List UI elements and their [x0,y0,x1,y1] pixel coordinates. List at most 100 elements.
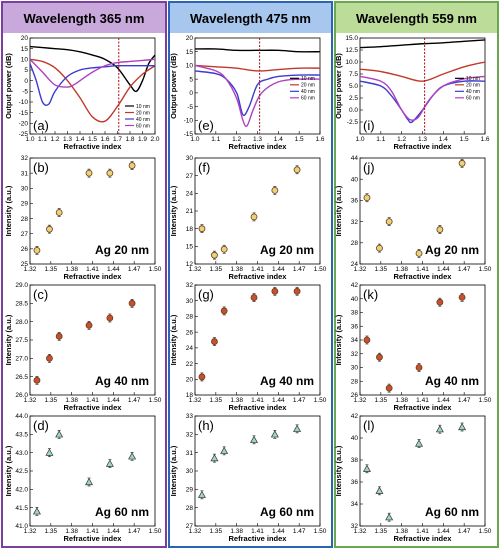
y-axis-label: Intensity (a.u.) [169,445,178,496]
x-tick-label: 1.47 [128,528,141,535]
y-tick-label: 40 [351,296,359,303]
data-point [211,338,218,345]
y-tick-label: 28 [186,314,194,321]
column-frame [1,1,167,548]
y-tick-label: 42 [351,413,359,420]
panel-letter: (e) [198,118,214,133]
y-tick-label: 20 [186,376,194,383]
x-tick-label: 1.35 [210,397,223,404]
plot-frame [194,157,321,265]
x-tick-label: 1.35 [210,266,223,273]
plot-frame [194,37,321,135]
data-point [363,336,371,344]
y-tick-label: 27 [186,523,194,530]
x-tick-label: 1.38 [65,266,78,273]
x-tick-label: 1.44 [107,528,120,535]
sample-annotation: Ag 20 nm [425,243,479,257]
data-point [362,464,371,472]
data-point [436,298,444,306]
data-point [385,384,393,392]
x-tick-label: 1.38 [65,528,78,535]
y-tick-label: 24 [186,345,194,352]
data-point [385,218,393,226]
y-tick-label: 36 [351,198,359,205]
data-point [250,213,258,221]
x-tick-label: 1.38 [230,266,243,273]
y-tick-label: 36 [351,323,359,330]
y-tick-label: 29 [186,487,194,494]
y-tick-label: 25 [21,261,29,268]
x-tick-label: 1.41 [416,528,429,535]
series-line [30,58,155,88]
y-tick-label: 32 [21,155,29,162]
x-tick-label: 1.3 [63,136,72,143]
y-tick-label: 26 [351,392,359,399]
y-tick-label: 41.0 [15,523,28,530]
x-tick-label: 1.6 [100,136,109,143]
panel: 1.32 1.35 1.38 1.41 1.44 1.47 1.50 26 28 30 32 34 36… [334,282,492,412]
x-tick-label: 1.41 [251,266,264,273]
x-tick-label: 1.44 [437,397,450,404]
data-point [458,159,466,167]
series-line [195,48,320,53]
y-tick-label: -15 [184,131,194,138]
y-tick-label: 28.0 [15,319,28,326]
x-tick-label: 1.50 [314,266,327,273]
data-point [128,162,136,169]
data-point [211,251,218,259]
y-tick-label: 30 [351,365,359,372]
y-axis-label: Intensity (a.u.) [169,185,178,236]
data-point [32,507,41,515]
y-tick-label: 22 [186,361,194,368]
data-point [415,364,423,371]
x-tick-label: 1.9 [138,136,147,143]
data-point [376,353,383,361]
x-tick-label: 1.0 [190,136,199,143]
y-tick-label: 15 [21,46,29,53]
data-point [198,373,206,381]
y-axis-label: Intensity (a.u.) [4,445,13,496]
x-tick-label: 1.8 [125,136,134,143]
y-tick-label: 41.5 [15,505,28,512]
legend-label: 40 nm [466,89,480,95]
data-point [198,225,206,233]
panel: 1.32 1.35 1.38 1.41 1.44 1.47 1.50 25 26 27 28 29 30… [4,155,162,281]
x-tick-label: 1.50 [149,528,162,535]
column-title: Wavelength 365 nm [24,11,145,26]
data-point [106,169,114,177]
y-tick-label: 43.5 [15,432,28,439]
data-point [210,454,219,462]
legend-label: 10 nm [136,104,150,110]
data-point [293,287,301,295]
x-tick-label: 1.38 [395,528,408,535]
y-tick-label: -2.5 [347,119,359,126]
x-tick-label: 1.32 [24,266,37,273]
series-line [360,61,485,82]
y-axis-label: Intensity (a.u.) [334,445,343,496]
series-line [30,45,155,93]
panel: 1.0 1.1 1.2 1.3 1.4 1.5 1.6 -2.5 0.0 2.5 5.0 7.5 10.… [334,35,490,151]
y-tick-label: 26 [186,329,194,336]
series-line [195,64,320,128]
sample-annotation: Ag 40 nm [425,374,479,388]
y-tick-label: 24 [351,261,359,268]
plot-frame [29,415,156,527]
y-tick-label: 5 [189,76,193,83]
x-tick-label: 1.41 [416,397,429,404]
x-tick-label: 1.38 [395,397,408,404]
x-tick-label: 2.0 [150,136,159,143]
x-tick-label: 1.2 [397,136,406,143]
x-axis-label: Refractive index [229,534,288,543]
sample-annotation: Ag 40 nm [260,374,314,388]
y-tick-label: 38 [351,310,359,317]
x-tick-label: 1.32 [24,397,37,404]
y-tick-label: 31 [186,450,194,457]
panel-letter: (b) [33,160,49,175]
y-tick-label: 27.0 [15,356,28,363]
panel-letter: (h) [198,418,214,433]
y-tick-label: 42.0 [15,487,28,494]
x-tick-label: 1.41 [86,528,99,535]
data-point [415,439,424,447]
x-axis-label: Refractive index [394,403,453,412]
